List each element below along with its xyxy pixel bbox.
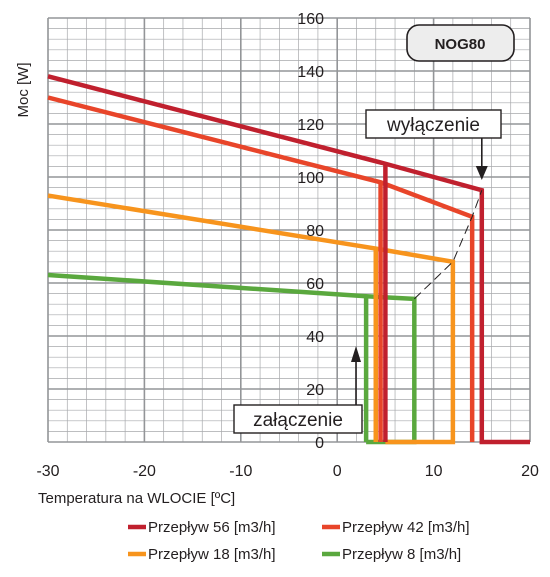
grid-major xyxy=(47,17,531,443)
y-tick-label: 60 xyxy=(306,276,324,293)
x-tick-label: -30 xyxy=(36,463,59,480)
model-badge: NOG80 xyxy=(406,24,515,62)
legend-label: Przepływ 18 [m3/h] xyxy=(148,546,276,563)
y-tick-label: 80 xyxy=(306,223,324,240)
legend: Przepływ 56 [m3/h] Przepływ 42 [m3/h] Prze… xyxy=(128,519,470,563)
annotation-label: wyłączenie xyxy=(386,115,480,136)
x-axis-label: Temperatura na WLOCIE [ºC] xyxy=(38,490,235,507)
y-tick-label: 140 xyxy=(297,64,324,81)
y-tick-label: 100 xyxy=(297,170,324,187)
x-tick-label: 0 xyxy=(333,463,342,480)
y-tick-label: 40 xyxy=(306,329,324,346)
y-tick-label: 20 xyxy=(306,382,324,399)
annotation-layer: wyłączenie załączenie xyxy=(233,109,502,434)
series-line xyxy=(47,193,456,445)
annotation-box xyxy=(365,109,502,139)
x-tick-label: 20 xyxy=(521,463,539,480)
x-tick-label: -20 xyxy=(133,463,156,480)
x-tick-label: 10 xyxy=(425,463,443,480)
annotation-label: załączenie xyxy=(253,410,343,431)
switch-off-guide-line xyxy=(413,190,483,300)
legend-label: Przepływ 42 [m3/h] xyxy=(342,519,470,536)
series-line xyxy=(47,95,475,442)
legend-label: Przepływ 56 [m3/h] xyxy=(148,519,276,536)
badge-box xyxy=(406,24,515,62)
y-tick-label: 0 xyxy=(315,435,324,452)
annotation-box xyxy=(233,404,363,434)
on-arrow-head xyxy=(351,346,361,362)
tick-layer: 0 20 40 60 80 100 120 140 160 -30 -20 -10 0 10 20 xyxy=(36,11,539,480)
badge-text: NOG80 xyxy=(435,36,486,53)
y-tick-label: 120 xyxy=(297,117,324,134)
x-tick-label: -10 xyxy=(229,463,252,480)
off-arrow-head xyxy=(475,166,488,180)
y-tick-label: 160 xyxy=(297,11,324,28)
series-layer xyxy=(47,74,530,445)
y-axis-label: Moc [W] xyxy=(15,63,32,118)
legend-label: Przepływ 8 [m3/h] xyxy=(342,546,461,563)
